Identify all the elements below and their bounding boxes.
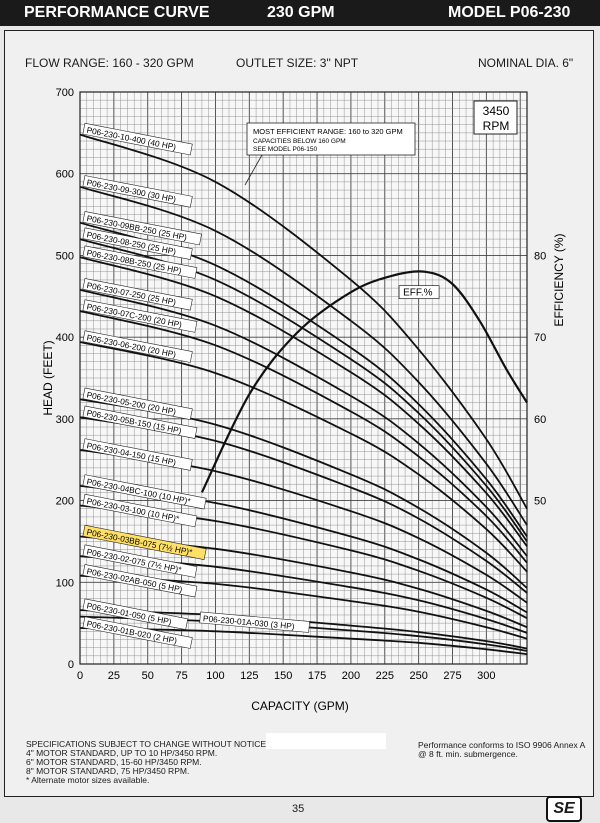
x-tick-label: 75 [175, 670, 187, 682]
head-curve [79, 185, 528, 526]
x-axis-label: CAPACITY (GPM) [251, 699, 349, 713]
y2-tick-label: 70 [534, 332, 546, 344]
x-tick-label: 125 [240, 670, 258, 682]
efficiency-curve [200, 270, 528, 493]
curve-label-box [82, 564, 198, 598]
head-curve [79, 256, 528, 547]
curve-label-box [82, 544, 198, 578]
y-tick-label: 600 [56, 169, 74, 181]
curve-label-box [82, 474, 207, 510]
x-tick-label: 100 [206, 670, 224, 682]
y-tick-label: 400 [56, 332, 74, 344]
curve-label-box [82, 405, 198, 439]
curve-label-box [82, 438, 193, 471]
rpm-value: 3450 [483, 104, 510, 118]
x-tick-label: 50 [142, 670, 154, 682]
curve-label-box [82, 299, 198, 333]
perf-line: Performance conforms to ISO 9906 Annex A [418, 740, 586, 750]
efficient-note-line1: MOST EFFICIENT RANGE: 160 to 320 GPM [253, 127, 403, 136]
perf-line: @ 8 ft. min. submergence. [418, 749, 518, 759]
y-tick-label: 700 [56, 87, 74, 99]
y2-tick-label: 80 [534, 250, 546, 262]
head-curve [79, 133, 528, 510]
y-tick-label: 300 [56, 414, 74, 426]
flow-range: FLOW RANGE: 160 - 320 GPM [25, 56, 194, 70]
head-curve [79, 574, 528, 640]
x-tick-label: 250 [409, 670, 427, 682]
note-line: SPECIFICATIONS SUBJECT TO CHANGE WITHOUT… [26, 739, 269, 749]
rpm-box [473, 100, 518, 135]
performance-note: Performance conforms to ISO 9906 Annex A… [418, 741, 585, 759]
note-line: 8" MOTOR STANDARD, 75 HP/3450 RPM. [26, 766, 190, 776]
y-tick-label: 100 [56, 577, 74, 589]
curve-label-box [82, 493, 198, 528]
x-tick-label: 150 [274, 670, 292, 682]
note-line: 4" MOTOR STANDARD, UP TO 10 HP/3450 RPM. [26, 748, 218, 758]
curve-label-box [82, 387, 193, 420]
curve-label-box [82, 598, 189, 630]
curve-label-box [82, 278, 193, 311]
efficient-note-pointer [244, 154, 263, 186]
outlet-size: OUTLET SIZE: 3" NPT [236, 56, 359, 70]
efficient-note-line2: CAPACITIES BELOW 160 GPM [253, 138, 346, 145]
header-model: MODEL P06-230 [448, 4, 571, 21]
curve-label-box [82, 245, 198, 279]
spec-notes: SPECIFICATIONS SUBJECT TO CHANGE WITHOUT… [26, 740, 268, 785]
curve-label-box [82, 122, 193, 156]
y-tick-label: 500 [56, 250, 74, 262]
curve-label-box [82, 175, 193, 208]
nominal-dia: NOMINAL DIA. 6" [478, 56, 574, 70]
x-tick-label: 300 [477, 670, 495, 682]
header-title: PERFORMANCE CURVE [24, 4, 210, 21]
head-curve [79, 627, 528, 656]
y-tick-label: 0 [68, 659, 74, 671]
rpm-unit: RPM [483, 119, 510, 133]
head-curve [79, 609, 528, 650]
x-tick-label: 225 [376, 670, 394, 682]
y-tick-label: 200 [56, 496, 74, 508]
se-logo: SE [546, 796, 582, 822]
efficiency-label-box [398, 285, 440, 300]
curve-label-box [82, 524, 207, 560]
header-flow: 230 GPM [267, 4, 335, 21]
curve-label-box [199, 611, 310, 633]
x-tick-label: 275 [443, 670, 461, 682]
y2-axis-label: EFFICIENCY (%) [552, 233, 566, 326]
y-axis-label: HEAD (FEET) [41, 340, 55, 415]
curve-label-box [82, 227, 193, 260]
head-curve [79, 288, 528, 557]
note-line: 6" MOTOR STANDARD, 15-60 HP/3450 RPM. [26, 757, 202, 767]
efficient-range-box [246, 122, 416, 156]
efficiency-label: EFF.% [403, 288, 433, 299]
head-curve [79, 310, 528, 564]
x-tick-label: 25 [108, 670, 120, 682]
y2-tick-label: 60 [534, 414, 546, 426]
axes: 0 25 50 75 100 125 150 175 200 225 250 275 300 0 100 20… [56, 87, 547, 682]
head-curve [79, 341, 528, 573]
curve-label-box [82, 330, 193, 363]
blank-box [266, 733, 386, 749]
efficiency-curve-group: EFF.% [200, 270, 528, 493]
x-tick-label: 200 [342, 670, 360, 682]
curve-label-box [82, 616, 193, 649]
x-tick-label: 175 [308, 670, 326, 682]
header-bar: PERFORMANCE CURVE 230 GPM MODEL P06-230 [0, 0, 600, 26]
note-line: * Alternate motor sizes available. [26, 775, 150, 785]
y2-tick-label: 50 [534, 496, 546, 508]
page-number: 35 [292, 803, 305, 815]
x-tick-label: 0 [77, 670, 83, 682]
curve-label-box [82, 211, 202, 246]
plot-border [79, 91, 528, 665]
efficient-note-line3: SEE MODEL P06-150 [253, 146, 317, 153]
